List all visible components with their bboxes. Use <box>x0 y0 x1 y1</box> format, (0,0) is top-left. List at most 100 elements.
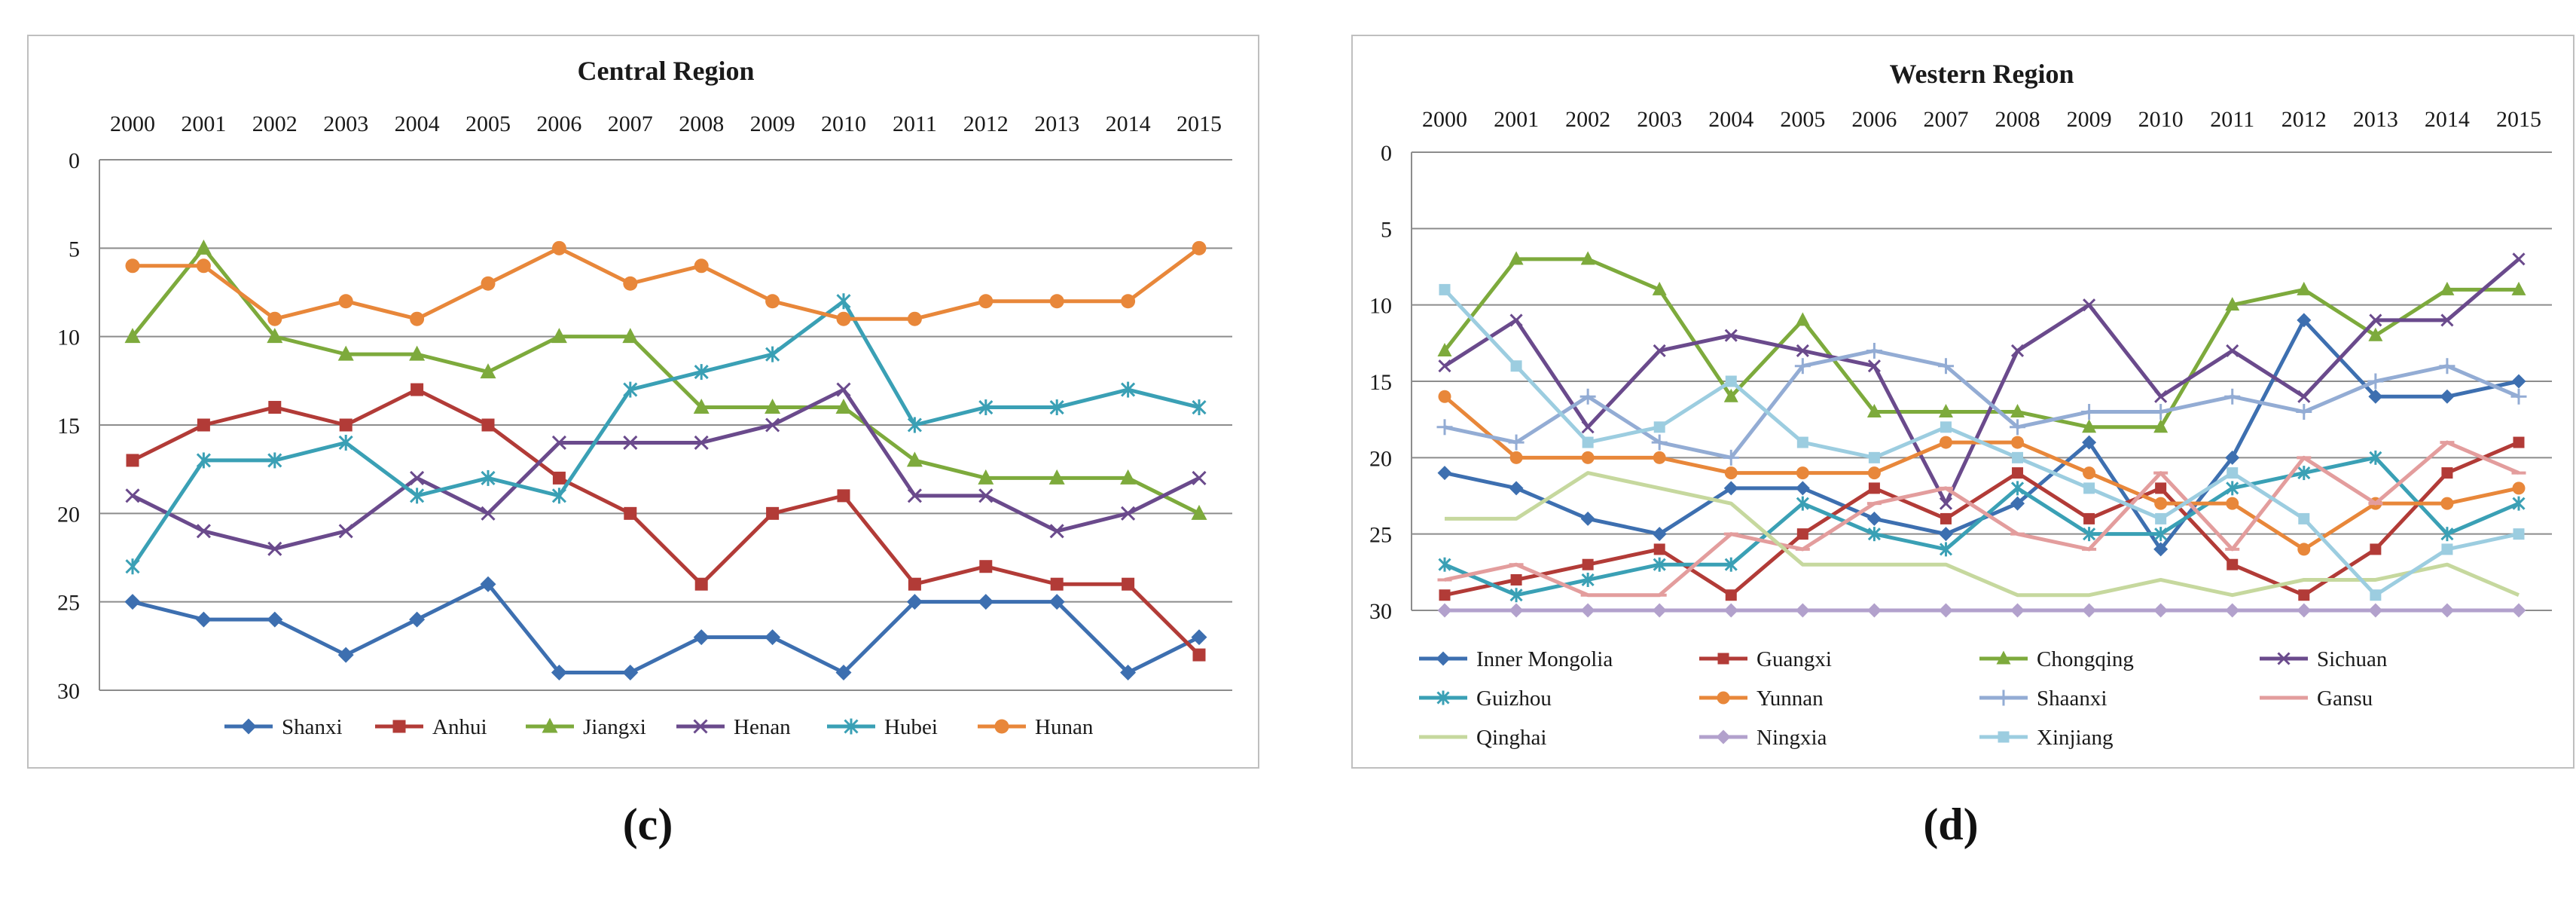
western-region-series-shaanxi-point <box>1937 358 1954 375</box>
western-region-legend-xinjiang: Xinjiang <box>1979 726 2114 750</box>
western-region-series-sichuan-point <box>1509 313 1523 327</box>
western-region-series-sichuan-point-b <box>1581 420 1595 434</box>
central-region-x-tick-label: 2011 <box>893 112 937 136</box>
western-region-legend-shaanxi-label: Shaanxi <box>2037 686 2107 711</box>
central-region-series-shanxi-point <box>195 611 212 628</box>
central-region-series-shanxi-point <box>267 611 283 628</box>
western-region-series-guangxi-point <box>2298 589 2310 601</box>
western-region-series-guangxi-point <box>1439 589 1451 601</box>
central-region-x-tick-label: 2001 <box>181 112 226 136</box>
western-region-series-yunnan-point <box>1796 466 1809 480</box>
western-region-series-sichuan-point <box>2226 344 2239 358</box>
central-region-series-hubei-point <box>1121 381 1136 398</box>
western-region-legend-inner-mongolia-label: Inner Mongolia <box>1476 647 1613 671</box>
central-region-series-henan-point-b <box>1121 506 1136 521</box>
central-region-series-jiangxi <box>124 239 1207 520</box>
western-region-series-guangxi-point <box>2370 543 2382 555</box>
central-region-series-hunan-point <box>551 240 566 255</box>
central-region-series-hunan <box>125 240 1207 326</box>
western-region-series-xinjiang-point <box>1868 451 1880 463</box>
western-region-series-chongqing-point <box>2153 419 2169 433</box>
central-region-series-hubei-point <box>765 346 780 362</box>
western-region-series-guizhou-point <box>1438 557 1451 572</box>
western-region-series-shaanxi <box>1436 342 2527 466</box>
western-region-series-guizhou-point <box>2010 481 2025 496</box>
western-region-series-shaanxi-line <box>1444 348 2520 460</box>
western-region-series-shaanxi-point <box>2439 358 2455 375</box>
central-region-series-hubei-point <box>267 452 282 469</box>
western-region-series-xinjiang-point <box>1940 421 1952 433</box>
western-region-legend-gansu-label: Gansu <box>2317 686 2373 711</box>
western-region-series-sichuan-point <box>1438 359 1451 373</box>
central-region-series-hubei-point <box>694 364 709 381</box>
western-region-series-yunnan-point <box>1581 451 1595 464</box>
central-region-series-anhui-point <box>411 383 424 396</box>
central-region-series-henan <box>125 382 1207 556</box>
central-region-series-hunan-point <box>338 294 353 309</box>
western-region-series-sichuan-point-b <box>2010 344 2025 358</box>
central-region-legend-henan-marker-b <box>693 719 708 734</box>
central-region-series-henan-point-b <box>836 382 851 397</box>
western-region-title: Western Region <box>1890 59 2074 89</box>
western-region-series-sichuan-point <box>1867 359 1881 373</box>
western-region-series-ningxia-point <box>1652 603 1667 618</box>
western-region-series-chongqing-point <box>2010 404 2025 418</box>
western-region-legend-yunnan-label: Yunnan <box>1757 686 1824 711</box>
western-region-legend-guangxi-marker <box>1717 653 1729 665</box>
central-region-series-shanxi <box>124 576 1207 681</box>
central-region-series-shanxi-point <box>1120 665 1137 681</box>
western-region-series-yunnan-point <box>1939 436 1952 449</box>
western-region-series-inner-mongolia-point <box>1437 466 1452 481</box>
western-region-series-sichuan-point-b <box>1653 344 1666 358</box>
western-region-x-tick-label: 2002 <box>1565 107 1610 132</box>
western-region-legend-sichuan-marker-b <box>2277 652 2291 665</box>
western-region-series-chongqing-point <box>2225 297 2240 311</box>
western-region-series-sichuan-point <box>2297 390 2311 403</box>
western-region-series-sichuan-point <box>1724 329 1738 342</box>
western-region-series-sichuan-point-b <box>1939 497 1953 510</box>
central-region-series-anhui-point <box>837 489 850 503</box>
central-region-series-henan-point-b <box>267 541 282 556</box>
western-region-legend-sichuan: Sichuan <box>2260 647 2388 671</box>
western-region-series-guizhou-point <box>2440 527 2454 542</box>
western-region-series-ningxia-point <box>2440 603 2455 618</box>
central-region-series-henan-point-b <box>907 488 922 503</box>
central-region-x-tick-label: 2015 <box>1177 112 1222 136</box>
central-region-series-henan-point-b <box>481 506 496 521</box>
western-region-series-xinjiang-point <box>2083 482 2095 494</box>
central-region-series-shanxi-point <box>409 611 426 628</box>
central-region-x-tick-label: 2014 <box>1106 112 1151 136</box>
western-region-series-shaanxi-point <box>2081 404 2098 420</box>
western-region-x-tick-label: 2015 <box>2496 107 2541 132</box>
western-region-y-tick-label: 0 <box>1381 141 1392 166</box>
central-region-legend-anhui: Anhui <box>375 715 487 739</box>
central-region-series-henan-point <box>836 382 851 397</box>
western-region-legend-shaanxi: Shaanxi <box>1979 686 2107 711</box>
western-region-series-sichuan-point-b <box>2154 390 2168 403</box>
central-region-x-tick-label: 2012 <box>963 112 1009 136</box>
western-region-series-guangxi <box>1439 436 2525 601</box>
western-region-legend-ningxia: Ningxia <box>1699 726 1827 750</box>
central-region-series-anhui-point <box>126 454 139 467</box>
western-region-series-guangxi-point <box>2083 512 2095 524</box>
central-region-series-anhui-point <box>1050 577 1064 591</box>
western-region-series-xinjiang-point <box>1653 421 1665 433</box>
central-region-y-tick-label: 10 <box>57 326 80 350</box>
western-region-y-tick-label: 15 <box>1369 370 1392 395</box>
western-region-series-ningxia-point <box>2082 603 2097 618</box>
western-region-series-sichuan-point-b <box>1724 329 1738 342</box>
central-region-series-jiangxi-point <box>409 345 426 361</box>
western-region-series-guangxi-point <box>1510 573 1522 586</box>
central-region-chart: Central Region 0 5 10 15 20 25 30 2000 2001 2002 20… <box>57 56 1232 739</box>
western-region-series-guizhou-point <box>1867 527 1881 542</box>
central-region-series-jiangxi-point <box>267 328 283 344</box>
central-region-x-tick-label: 2009 <box>750 112 795 136</box>
western-region-series-shaanxi-point <box>1866 342 1882 359</box>
central-region-series-jiangxi-line <box>131 246 1201 515</box>
central-region-series-hunan-line <box>133 246 1201 321</box>
caption-c: (c) <box>622 800 673 849</box>
western-region-series-xinjiang-line <box>1443 288 2520 598</box>
central-region-title: Central Region <box>578 56 755 86</box>
western-region-series-chongqing-point <box>1509 251 1524 265</box>
western-region-series-ningxia-point <box>1795 603 1810 618</box>
